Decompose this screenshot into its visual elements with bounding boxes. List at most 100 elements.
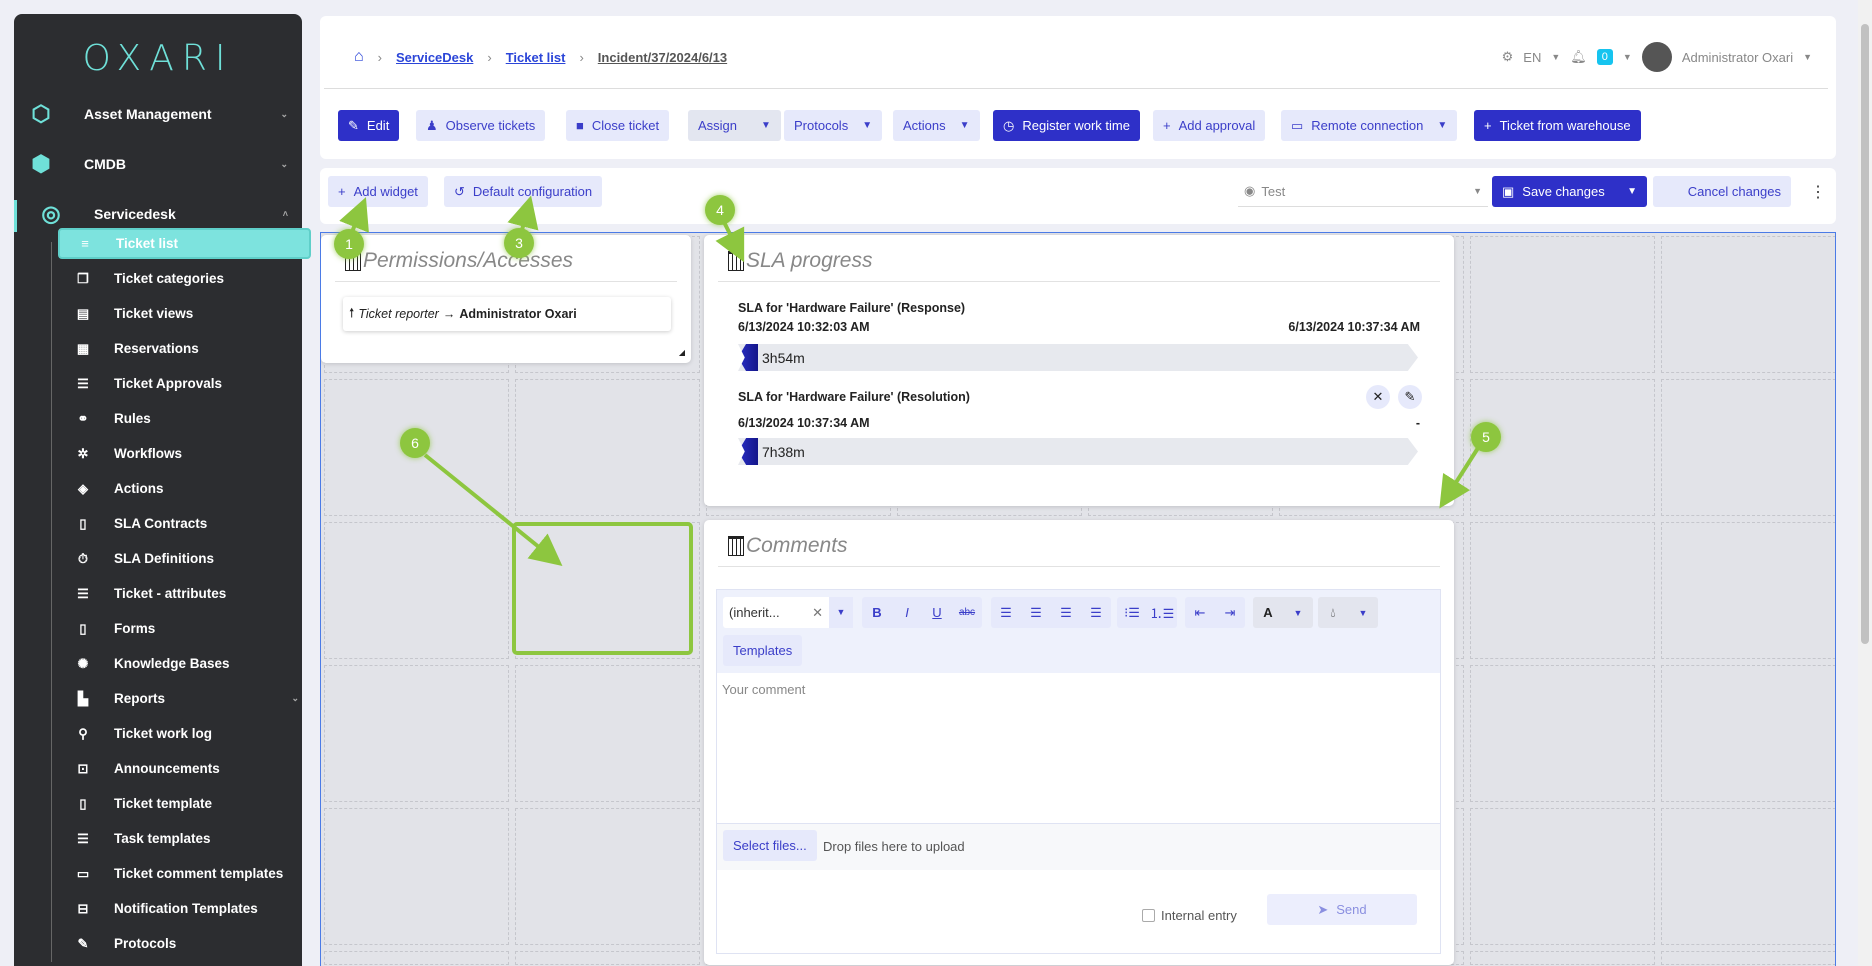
menu-item-icon: ▭ xyxy=(76,865,90,881)
sidebar-item-protocols[interactable]: ✎ Protocols xyxy=(58,928,311,959)
comment-input[interactable]: Your comment xyxy=(722,682,806,697)
sidebar-item-forms[interactable]: ▯ Forms xyxy=(58,613,311,644)
sidebar-item-workflows[interactable]: ✲ Workflows xyxy=(58,438,311,469)
save-changes-button[interactable]: ▣ Save changes ▼ xyxy=(1492,176,1647,207)
breadcrumb: ⌂ › ServiceDesk › Ticket list › Incident/37… xyxy=(354,48,728,65)
menu-item-icon: ◈ xyxy=(78,480,88,496)
permissions-widget[interactable]: Permissions/Accesses 🠕 Ticket reporter → Ad… xyxy=(321,235,691,363)
align-center-icon[interactable]: ☰ xyxy=(1030,604,1042,620)
breadcrumb-servicedesk[interactable]: ServiceDesk xyxy=(396,49,474,65)
sidebar-item-sla-definitions[interactable]: ⏱ SLA Definitions xyxy=(58,543,311,574)
scrollbar-thumb[interactable] xyxy=(1861,24,1869,644)
actions-button[interactable]: Actions ▼ xyxy=(893,110,980,141)
select-files-button[interactable]: Select files... xyxy=(723,830,817,861)
numbered-list-icon[interactable]: ⒈☰ xyxy=(1149,606,1175,621)
indent-group: ⇤ ⇥ xyxy=(1185,597,1245,628)
gear-icon[interactable]: ⚙ xyxy=(1501,49,1514,64)
remote-connection-button[interactable]: ▭ Remote connection ▼ xyxy=(1281,110,1458,141)
register-work-time-button[interactable]: ◷ Register work time xyxy=(993,110,1140,141)
square-icon: ■ xyxy=(576,118,584,133)
sidebar-item-knowledge-bases[interactable]: ✺ Knowledge Bases xyxy=(58,648,311,679)
sidebar-item-reservations[interactable]: ▦ Reservations xyxy=(58,333,311,364)
sidebar-item-ticket-attributes[interactable]: ☰ Ticket - attributes xyxy=(58,578,311,609)
eye-icon: ◉ xyxy=(1244,183,1256,198)
view-select[interactable]: ◉ Test ▼ xyxy=(1238,176,1488,207)
bold-icon[interactable]: B xyxy=(872,605,882,620)
grid-cell xyxy=(515,665,700,802)
close-ticket-button[interactable]: ■ Close ticket xyxy=(566,110,670,141)
breadcrumb-ticket-list[interactable]: Ticket list xyxy=(505,49,566,65)
sidebar-item-ticket-list[interactable]: ≡ Ticket list xyxy=(58,228,311,259)
grid-cell xyxy=(1661,379,1835,516)
bullet-list-icon[interactable]: ⁝☰ xyxy=(1124,604,1140,620)
caret-down-icon[interactable]: ▼ xyxy=(1627,186,1637,197)
annotation-4: 4 xyxy=(705,195,735,225)
headset-icon: ◎ xyxy=(41,201,61,226)
trash-icon[interactable] xyxy=(728,536,744,556)
sidebar-item-ticket-views[interactable]: ▤ Ticket views xyxy=(58,298,311,329)
observe-tickets-button[interactable]: ♟ Observe tickets xyxy=(416,110,546,141)
menu-item-icon: ❐ xyxy=(77,270,89,286)
caret-down-icon[interactable]: ▼ xyxy=(761,120,771,131)
sidebar-item-ticket-comment-templates[interactable]: ▭ Ticket comment templates xyxy=(58,858,311,889)
hexagons-icon: ⬡ xyxy=(31,101,51,126)
resize-handle-icon[interactable]: ◢ xyxy=(678,348,685,357)
sidebar-item-ticket-template[interactable]: ▯ Ticket template xyxy=(58,788,311,819)
background-color-picker[interactable]: 💧︎ ▼ xyxy=(1318,597,1378,628)
templates-button[interactable]: Templates xyxy=(723,635,803,666)
bell-icon[interactable]: 🔔︎ xyxy=(1570,49,1587,64)
internal-entry-checkbox[interactable]: Internal entry xyxy=(1142,908,1237,923)
edit-icon[interactable]: ✎ xyxy=(1398,385,1422,409)
grid-cell xyxy=(324,522,509,659)
underline-icon[interactable]: U xyxy=(932,605,942,620)
strikethrough-icon[interactable]: abc xyxy=(958,607,976,618)
user-menu[interactable]: Administrator Oxari xyxy=(1681,49,1794,65)
sidebar-item-task-templates[interactable]: ☰ Task templates xyxy=(58,823,311,854)
send-button[interactable]: ➤ Send xyxy=(1267,894,1417,925)
caret-down-icon[interactable]: ▼ xyxy=(959,120,970,131)
sidebar-module-asset-management[interactable]: ⬡ Asset Management ⌄ xyxy=(14,94,302,134)
sidebar-item-ticket-approvals[interactable]: ☰ Ticket Approvals xyxy=(58,368,311,399)
caret-down-icon[interactable]: ▼ xyxy=(862,120,873,131)
sidebar-item-ticket-work-log[interactable]: ⚲ Ticket work log xyxy=(58,718,311,749)
add-approval-button[interactable]: + Add approval xyxy=(1153,110,1266,141)
outdent-icon[interactable]: ⇤ xyxy=(1194,604,1206,620)
align-right-icon[interactable]: ☰ xyxy=(1060,604,1072,620)
sidebar-item-ticket-categories[interactable]: ❐ Ticket categories xyxy=(58,263,311,294)
list-group: ⁝☰ ⒈☰ xyxy=(1117,597,1177,628)
avatar[interactable] xyxy=(1641,42,1672,72)
caret-down-icon[interactable]: ▼ xyxy=(1437,120,1448,131)
language-select[interactable]: EN xyxy=(1523,49,1542,65)
sidebar-item-reports[interactable]: ▙ Reports ⌄ xyxy=(58,683,311,714)
indent-icon[interactable]: ⇥ xyxy=(1224,604,1236,620)
scrollbar[interactable] xyxy=(1858,0,1872,966)
font-color-picker[interactable]: A ▼ xyxy=(1253,597,1313,628)
more-options-icon[interactable]: ⋮ xyxy=(1810,184,1826,201)
sidebar-item-sla-contracts[interactable]: ▯ SLA Contracts xyxy=(58,508,311,539)
ticket-from-warehouse-button[interactable]: + Ticket from warehouse xyxy=(1474,110,1641,141)
notification-badge[interactable]: 0 xyxy=(1596,49,1613,65)
sidebar-item-rules[interactable]: ⚭ Rules xyxy=(58,403,311,434)
justify-icon[interactable]: ☰ xyxy=(1090,604,1102,620)
grid-cell xyxy=(324,665,509,802)
sidebar-item-announcements[interactable]: ⊡ Announcements xyxy=(58,753,311,784)
protocols-button[interactable]: Protocols ▼ xyxy=(784,110,883,141)
sidebar-item-actions[interactable]: ◈ Actions xyxy=(58,473,311,504)
home-icon[interactable]: ⌂ xyxy=(354,48,364,65)
sidebar-item-notification-templates[interactable]: ⊟ Notification Templates xyxy=(58,893,311,924)
sidebar-module-cmdb[interactable]: ⬢ CMDB ⌄ xyxy=(14,144,302,184)
close-icon[interactable]: ✕ xyxy=(1366,385,1390,409)
italic-icon[interactable]: I xyxy=(905,605,909,620)
upload-area[interactable]: Select files... Drop files here to uploa… xyxy=(717,823,1440,870)
font-select[interactable]: (inherit... ✕ ▼ xyxy=(723,597,853,628)
cancel-changes-button[interactable]: Cancel changes xyxy=(1653,176,1791,207)
menu-item-icon: ✺ xyxy=(77,655,89,671)
grid-cell xyxy=(1661,236,1835,373)
align-left-icon[interactable]: ☰ xyxy=(1000,604,1012,620)
edit-button[interactable]: ✎ Edit xyxy=(338,110,400,141)
assign-button[interactable]: Assign ▼ xyxy=(688,110,781,141)
sidebar-module-servicedesk[interactable]: ◎ Servicedesk ˄ xyxy=(14,194,302,234)
menu-item-icon: ⚭ xyxy=(77,410,89,426)
